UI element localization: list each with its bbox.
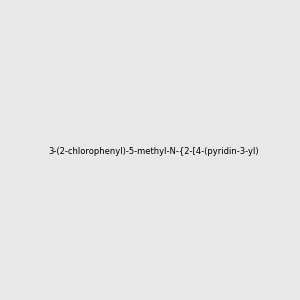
Text: 3-(2-chlorophenyl)-5-methyl-N-{2-[4-(pyridin-3-yl): 3-(2-chlorophenyl)-5-methyl-N-{2-[4-(pyr… bbox=[48, 147, 259, 156]
